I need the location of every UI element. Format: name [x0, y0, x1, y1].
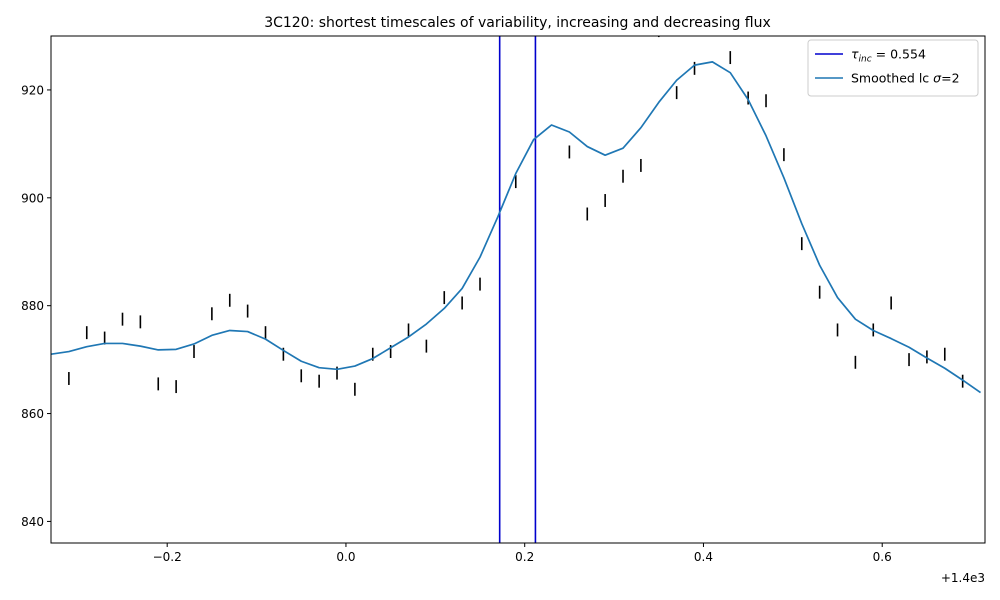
- smoothed-lc-line: [51, 61, 982, 394]
- axes-frame: [50, 35, 986, 544]
- plot-area: [51, 36, 982, 543]
- y-tick-label: 860: [21, 407, 44, 421]
- legend-sigma-value: =2: [941, 71, 959, 86]
- y-tick-label: 840: [21, 515, 44, 529]
- y-tick-label: 920: [21, 83, 44, 97]
- plot-inner: [51, 36, 982, 543]
- x-tick-label: 0.4: [694, 550, 713, 564]
- chart-title: 3C120: shortest timescales of variabilit…: [264, 15, 771, 31]
- legend: τinc = 0.554 Smoothed lc σ=2: [807, 39, 979, 97]
- legend-vline-label: τinc = 0.554: [851, 47, 926, 65]
- legend-tau-value: = 0.554: [872, 47, 926, 62]
- axes: −0.2 0.0 0.2 0.4 0.6 840 860 880 900 920: [21, 35, 986, 564]
- x-tick-label: 0.0: [336, 550, 355, 564]
- x-offset-label: +1.4e3: [941, 571, 985, 585]
- legend-tau-symbol: τ: [851, 47, 859, 62]
- x-tick-label: −0.2: [153, 550, 182, 564]
- legend-sigma-symbol: σ: [933, 71, 942, 86]
- legend-box: [807, 39, 979, 97]
- legend-smooth-main: Smoothed lc: [851, 71, 933, 86]
- y-tick-label: 900: [21, 191, 44, 205]
- x-tick-label: 0.6: [873, 550, 892, 564]
- legend-tau-subscript: inc: [859, 55, 872, 65]
- x-tick-label: 0.2: [515, 550, 534, 564]
- y-tick-label: 880: [21, 299, 44, 313]
- legend-smooth-label: Smoothed lc σ=2: [851, 71, 960, 86]
